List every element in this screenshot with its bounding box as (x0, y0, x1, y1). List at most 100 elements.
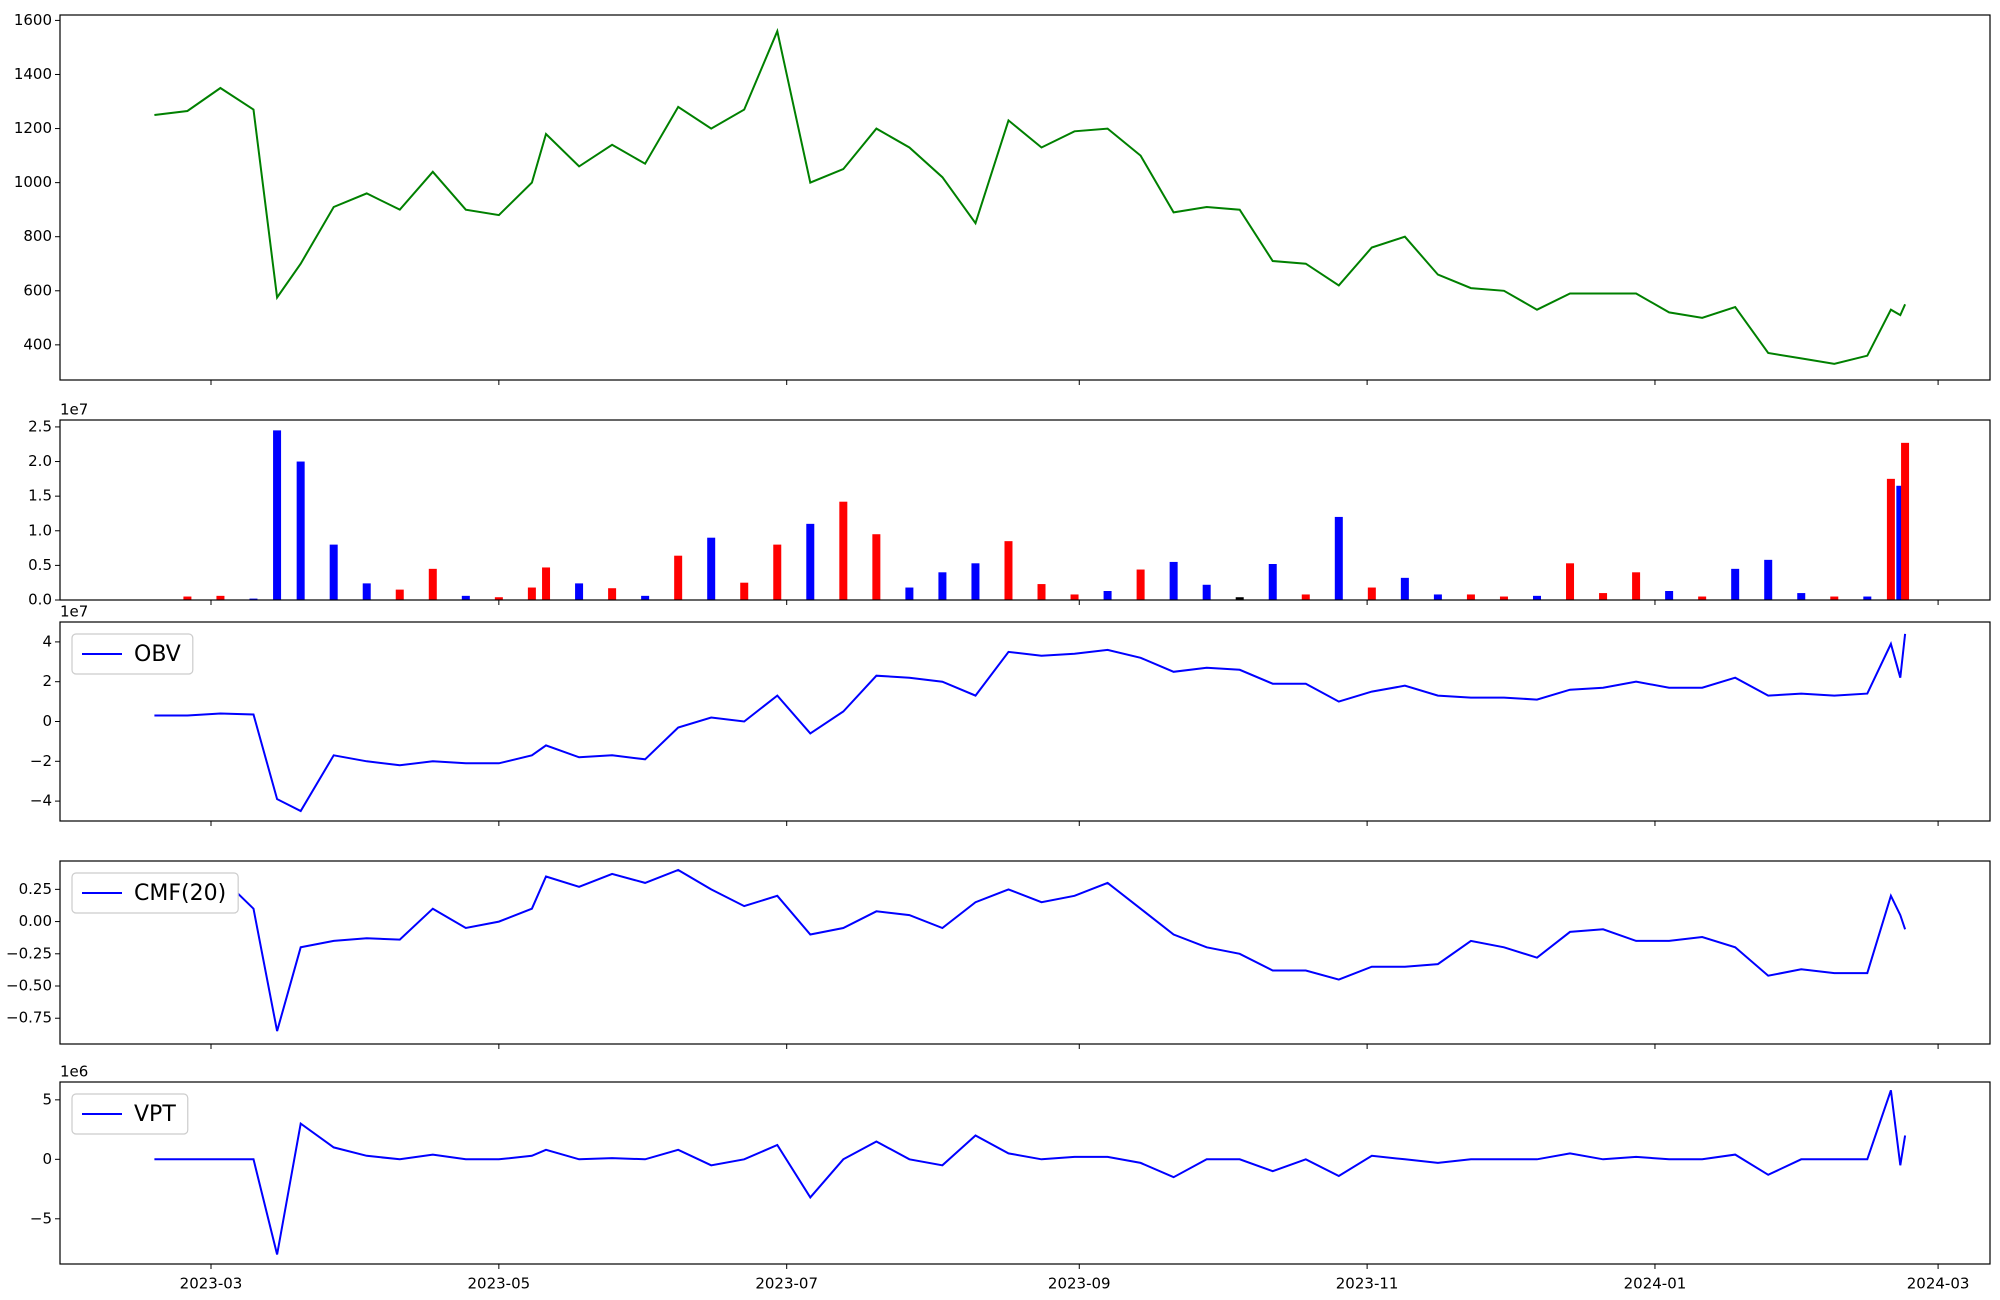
bar (1566, 563, 1575, 600)
legend-box (71, 1093, 189, 1135)
bar (216, 595, 225, 600)
bar (1400, 577, 1409, 600)
bar (1886, 478, 1895, 600)
axes-frame (59, 621, 1991, 822)
y-tick-label: 0.0 (28, 591, 52, 609)
bar (1632, 572, 1641, 600)
bar (1004, 541, 1013, 600)
bar (1665, 591, 1674, 600)
y-tick-label: 600 (23, 281, 52, 299)
legend: CMF(20) (71, 872, 239, 914)
bar (249, 598, 258, 600)
axes-frame (59, 419, 1991, 601)
bar (839, 501, 848, 600)
y-tick-label: 2 (42, 672, 52, 690)
legend-label: VPT (134, 1102, 176, 1127)
x-tick-label: 2023-03 (180, 1275, 243, 1293)
bar (575, 583, 584, 600)
legend: OBV (71, 633, 194, 675)
bar (1202, 584, 1211, 600)
bar (1698, 596, 1707, 600)
bar (1499, 596, 1508, 600)
bar (1532, 595, 1541, 600)
axes-frame (59, 860, 1991, 1045)
bar (527, 587, 536, 600)
legend-label: OBV (134, 642, 181, 667)
y-tick-label: 1200 (14, 119, 52, 137)
bar (641, 595, 650, 600)
bar (395, 589, 404, 600)
y-tick-label: 1400 (14, 65, 52, 83)
bar (362, 583, 371, 600)
y-tick-label: 2.0 (28, 452, 52, 470)
bar (1896, 485, 1905, 600)
x-tick-label: 2024-01 (1624, 1275, 1687, 1293)
bar (1103, 591, 1112, 600)
bar (1764, 559, 1773, 600)
bar (273, 430, 282, 600)
y-tick-label: −4 (30, 792, 52, 810)
y-tick-label: 1.5 (28, 487, 52, 505)
y-tick-label: 0.5 (28, 556, 52, 574)
bar (1433, 594, 1442, 600)
bar (1367, 587, 1376, 600)
bar (608, 588, 617, 600)
y-tick-label: −0.25 (6, 944, 52, 962)
offset-text: 1e6 (60, 1063, 88, 1081)
bar (329, 544, 338, 600)
y-tick-label: 1000 (14, 173, 52, 191)
bar (938, 572, 947, 600)
bar (773, 544, 782, 600)
bar (1235, 597, 1244, 600)
bar (740, 582, 749, 600)
y-tick-label: 0.25 (19, 880, 52, 898)
y-tick-label: 2.5 (28, 417, 52, 435)
bar (1863, 596, 1872, 600)
legend-box (71, 872, 239, 914)
bar (1334, 516, 1343, 600)
bar (1301, 594, 1310, 600)
bar (1070, 594, 1079, 600)
x-tick-label: 2023-05 (468, 1275, 531, 1293)
bar (1731, 568, 1740, 600)
bar (707, 537, 716, 600)
legend-box (71, 633, 194, 675)
x-tick-label: 2024-03 (1907, 1275, 1970, 1293)
offset-text: 1e7 (60, 603, 88, 621)
y-tick-label: 1.0 (28, 521, 52, 539)
y-tick-label: 4 (42, 632, 52, 650)
y-tick-label: 800 (23, 227, 52, 245)
x-tick-label: 2023-09 (1048, 1275, 1111, 1293)
line (154, 27, 1907, 365)
bar (806, 523, 815, 600)
bar (674, 555, 683, 600)
y-tick-label: 0 (42, 1150, 52, 1168)
bar (428, 568, 437, 600)
axes-frame (59, 1081, 1991, 1265)
bar (1466, 594, 1475, 600)
bar (542, 567, 551, 600)
x-tick-label: 2023-11 (1336, 1275, 1399, 1293)
y-tick-label: 1600 (14, 11, 52, 29)
bar (1830, 596, 1839, 600)
bar (461, 595, 470, 600)
bar (183, 596, 192, 600)
y-tick-label: 400 (23, 335, 52, 353)
bar (872, 534, 881, 600)
bar (905, 587, 914, 600)
bar (1901, 442, 1910, 600)
y-tick-label: −5 (30, 1209, 52, 1227)
line (154, 1089, 1907, 1255)
bar (1797, 593, 1806, 600)
y-tick-label: −0.75 (6, 1009, 52, 1027)
legend: VPT (71, 1093, 189, 1135)
bar (971, 563, 980, 600)
line (154, 868, 1907, 1032)
bar (1169, 561, 1178, 600)
bar (1268, 564, 1277, 600)
bar (296, 461, 305, 600)
line (154, 633, 1907, 813)
bar (1037, 584, 1046, 600)
y-tick-label: 5 (42, 1090, 52, 1108)
